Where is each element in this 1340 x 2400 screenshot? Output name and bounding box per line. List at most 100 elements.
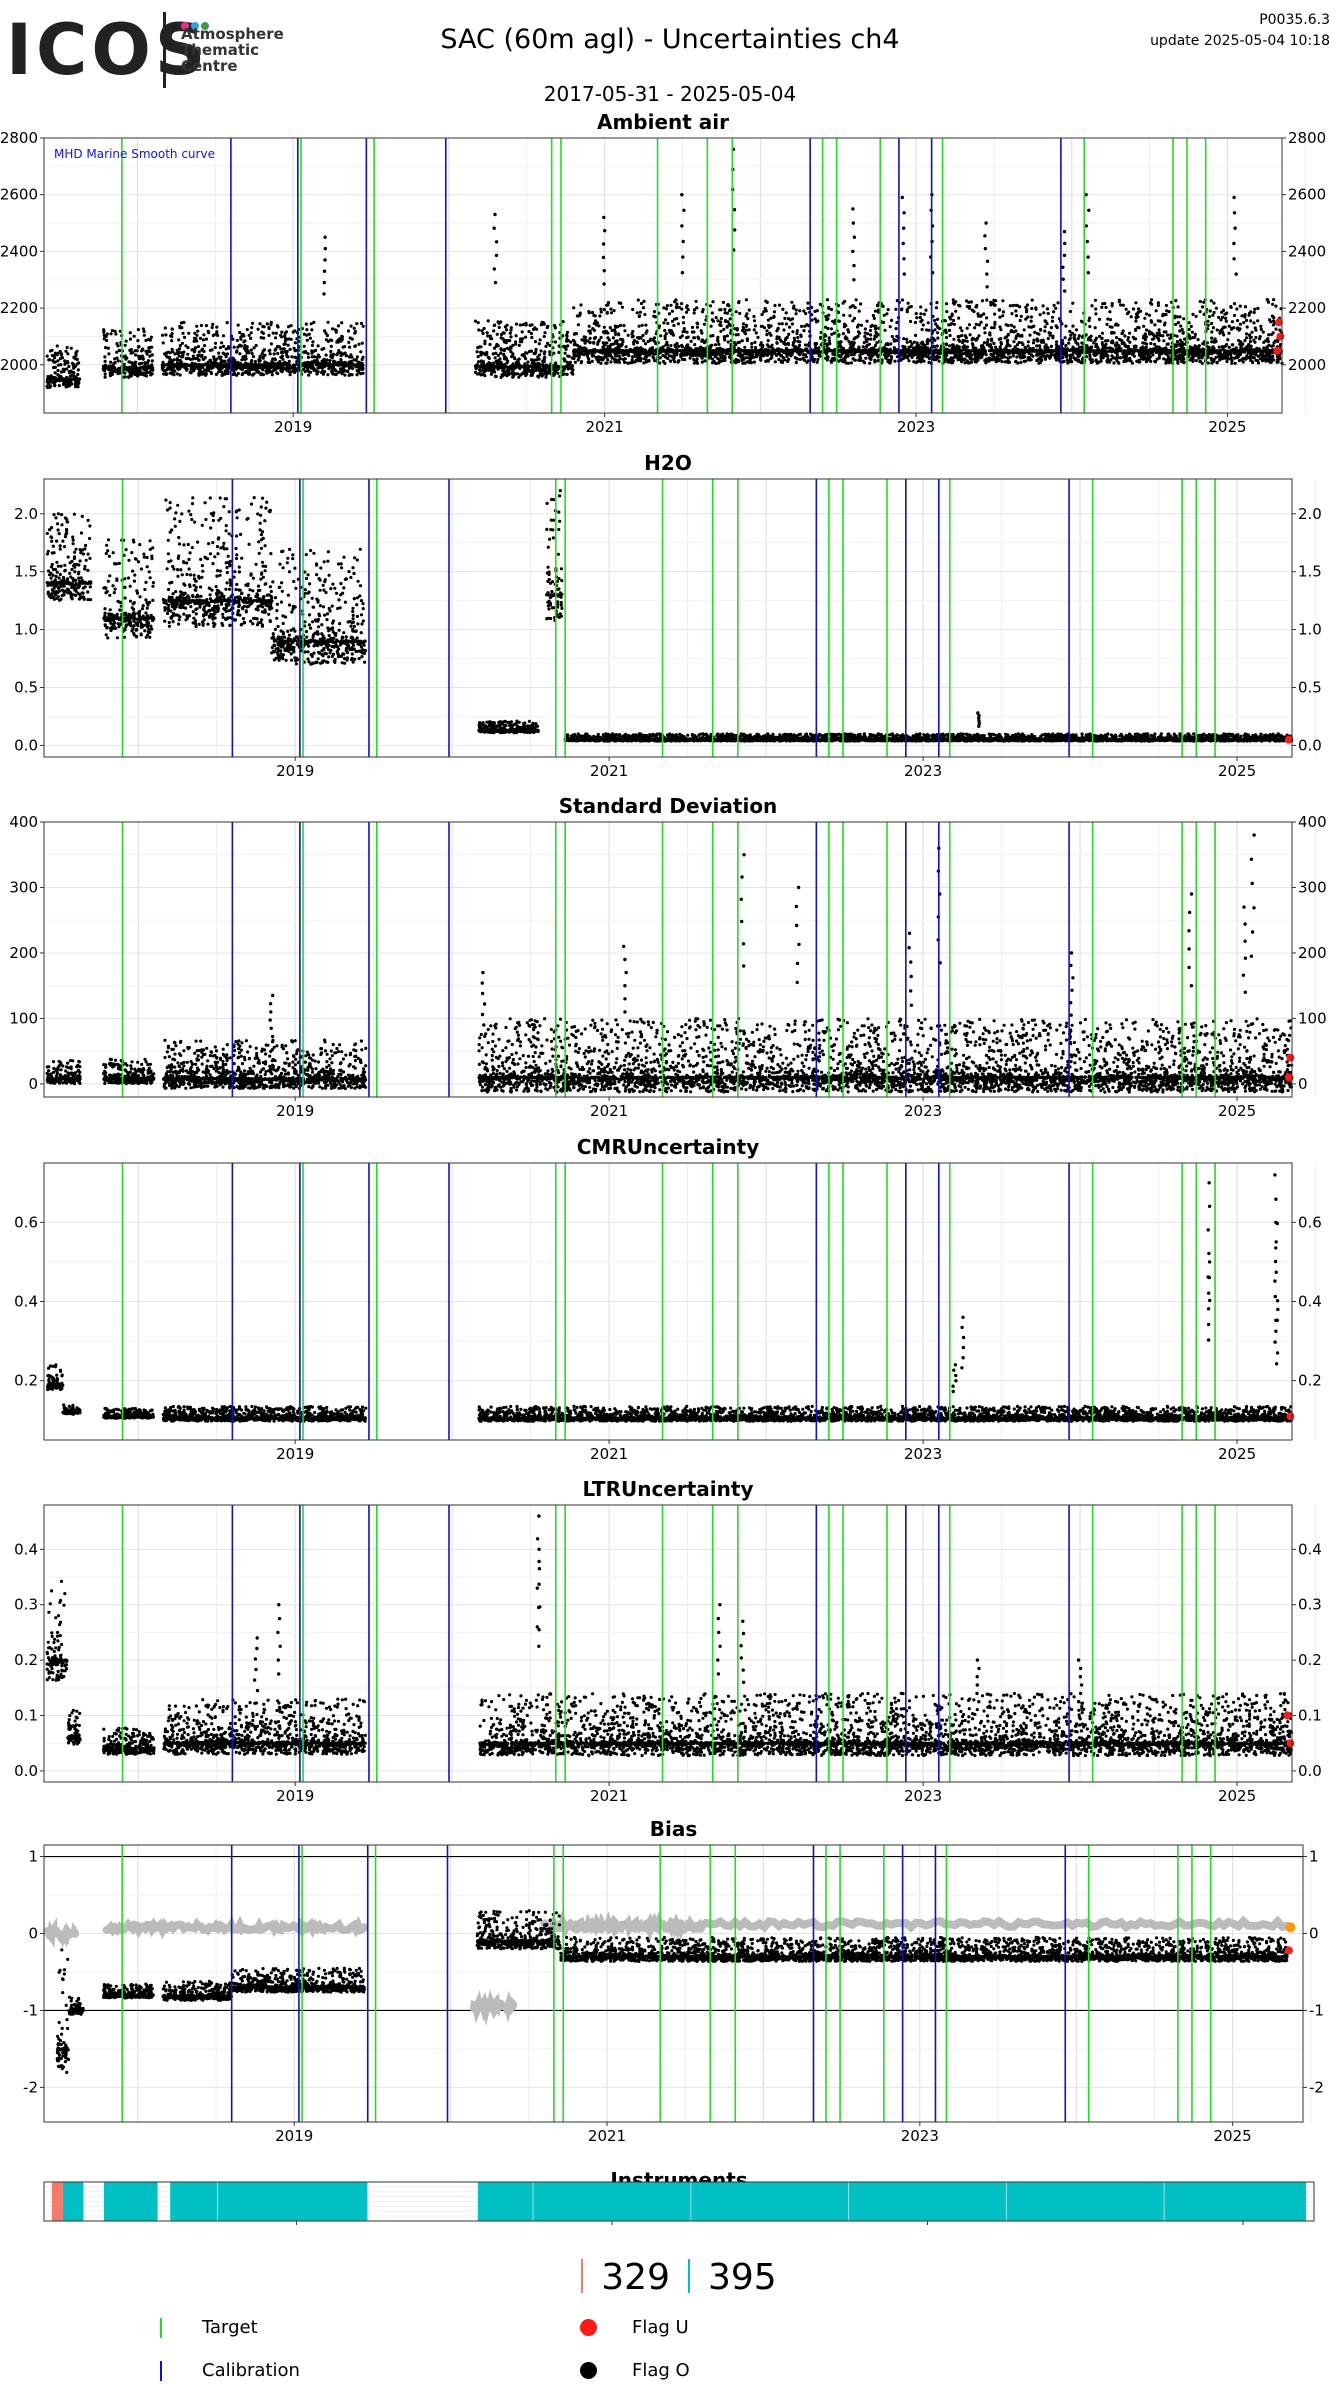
data-point-spike bbox=[716, 1603, 722, 1676]
flag-point bbox=[1285, 1922, 1296, 1933]
y-tick-label: -1 bbox=[1309, 2001, 1324, 2019]
logo-subtitle-line: Atmosphere bbox=[181, 25, 284, 43]
x-tick-label: 2025 bbox=[1218, 1102, 1256, 1120]
y-tick-label: 0 bbox=[28, 1075, 38, 1093]
data-point-spike bbox=[1269, 1724, 1275, 1737]
logo-divider bbox=[163, 12, 166, 88]
chart-title: Standard Deviation bbox=[559, 794, 778, 818]
data-point-spike bbox=[983, 221, 990, 289]
data-point-spike bbox=[535, 1514, 542, 1632]
y-tick-label: 0.6 bbox=[14, 1213, 38, 1231]
y-tick-label: 2200 bbox=[0, 299, 38, 317]
instrument-1-swatch bbox=[581, 2259, 584, 2293]
data-point-spike bbox=[1187, 892, 1194, 988]
data-point-spike bbox=[492, 212, 499, 285]
x-tick-label: 2025 bbox=[1218, 1445, 1256, 1463]
y-tick-label: 2800 bbox=[1288, 129, 1326, 147]
data-point-spike bbox=[1273, 1173, 1279, 1299]
chart-title: CMRUncertainty bbox=[577, 1135, 760, 1159]
y-tick-label: 0.4 bbox=[1298, 1540, 1322, 1558]
y-tick-label: 0 bbox=[1298, 1075, 1308, 1093]
data-point-spike bbox=[480, 970, 487, 1027]
y-tick-label: 0.4 bbox=[14, 1293, 38, 1311]
y-tick-label: 0.0 bbox=[1298, 1762, 1322, 1780]
y-tick-label: 300 bbox=[9, 878, 38, 896]
data-points bbox=[45, 298, 1284, 389]
legend-calibration-icon bbox=[160, 2361, 162, 2381]
flag-u-point bbox=[1283, 1711, 1292, 1720]
instrument-bar bbox=[170, 2182, 368, 2221]
legend-flag-o-icon bbox=[580, 2362, 597, 2379]
y-tick-label: 200 bbox=[1298, 944, 1327, 962]
data-point-spike bbox=[1273, 1307, 1280, 1366]
legend-target-label: Target bbox=[202, 2317, 258, 2338]
icos-logo: ICOS bbox=[6, 9, 210, 91]
x-tick-label: 2025 bbox=[1208, 418, 1246, 436]
y-tick-label: 1 bbox=[1309, 1848, 1319, 1866]
x-tick-label: 2023 bbox=[901, 2127, 939, 2145]
x-tick-label: 2021 bbox=[586, 418, 624, 436]
y-tick-label: 1.0 bbox=[14, 621, 38, 639]
y-tick-label: 1 bbox=[28, 1848, 38, 1866]
y-tick-label: 0.4 bbox=[1298, 1293, 1322, 1311]
data-points bbox=[46, 1363, 1294, 1423]
plot-frame bbox=[43, 1844, 1304, 2123]
data-point-spike bbox=[951, 1363, 958, 1394]
chart-title: Bias bbox=[650, 1817, 698, 1841]
logo-subtitle-line: Thematic bbox=[181, 41, 260, 59]
data-point-spike bbox=[252, 1636, 260, 1693]
instrument-1-count: 329 bbox=[601, 2257, 670, 2298]
y-tick-label: 0.5 bbox=[14, 679, 38, 697]
x-tick-label: 2019 bbox=[276, 1787, 314, 1805]
data-point-spike bbox=[1061, 229, 1067, 293]
legend-target-icon bbox=[160, 2318, 162, 2338]
y-tick-label: 1.0 bbox=[1298, 621, 1322, 639]
chart-panel: Standard Deviation 0 0 100 100 200 200 300 300 40… bbox=[9, 794, 1326, 1120]
bias-reference-series bbox=[102, 1915, 369, 1940]
data-point-spike bbox=[322, 235, 327, 296]
y-tick-label: 300 bbox=[1298, 878, 1327, 896]
x-tick-label: 2023 bbox=[904, 1445, 942, 1463]
y-tick-label: 2.0 bbox=[1298, 505, 1322, 523]
data-point-spike bbox=[851, 207, 857, 282]
data-point-spike bbox=[889, 1702, 895, 1726]
legend: Target Calibration Flag U Flag O bbox=[0, 2310, 1340, 2390]
data-points bbox=[55, 1909, 1289, 2074]
chart-title: H2O bbox=[644, 451, 692, 475]
logo-dots-icon bbox=[181, 15, 211, 34]
y-tick-label: 200 bbox=[9, 944, 38, 962]
data-point-spike bbox=[907, 931, 914, 1007]
y-tick-label: 400 bbox=[9, 813, 38, 831]
x-tick-label: 2021 bbox=[588, 2127, 626, 2145]
update-timestamp: update 2025-05-04 10:18 bbox=[1150, 33, 1330, 49]
x-tick-label: 2021 bbox=[590, 762, 628, 780]
instrument-bar bbox=[51, 2182, 63, 2221]
data-point-spike bbox=[960, 1315, 966, 1370]
x-tick-label: 2019 bbox=[276, 1445, 314, 1463]
y-tick-label: 2600 bbox=[1288, 186, 1326, 204]
y-tick-label: 0.3 bbox=[1298, 1596, 1322, 1614]
x-tick-label: 2019 bbox=[277, 2227, 315, 2230]
x-tick-label: 2019 bbox=[276, 1102, 314, 1120]
y-tick-label: 1.5 bbox=[1298, 563, 1322, 581]
smooth-curve-annotation: MHD Marine Smooth curve bbox=[54, 147, 215, 161]
data-point-spike bbox=[976, 711, 981, 728]
plot-frame bbox=[43, 1504, 1293, 1783]
instrument-bar bbox=[62, 2182, 84, 2221]
x-tick-label: 2019 bbox=[275, 2127, 313, 2145]
page-title: SAC (60m agl) - Uncertainties ch4 bbox=[440, 24, 900, 55]
chart-title: Ambient air bbox=[597, 110, 729, 134]
data-point-spike bbox=[739, 853, 746, 968]
y-tick-label: 2800 bbox=[0, 129, 38, 147]
bias-reference-series bbox=[43, 1917, 80, 1949]
data-point-spike bbox=[268, 993, 275, 1039]
y-tick-label: 2000 bbox=[0, 356, 38, 374]
chart-panel: LTRUncertainty 0.0 0.0 0.1 0.1 0.2 0.2 0.3 0.3 0.… bbox=[14, 1477, 1322, 1805]
bias-reference-series bbox=[540, 1910, 705, 1943]
x-tick-label: 2023 bbox=[904, 1102, 942, 1120]
date-range: 2017-05-31 - 2025-05-04 bbox=[543, 82, 797, 106]
x-tick-label: 2023 bbox=[904, 1787, 942, 1805]
data-point-spike bbox=[1084, 193, 1091, 275]
data-point-spike bbox=[1232, 195, 1238, 276]
